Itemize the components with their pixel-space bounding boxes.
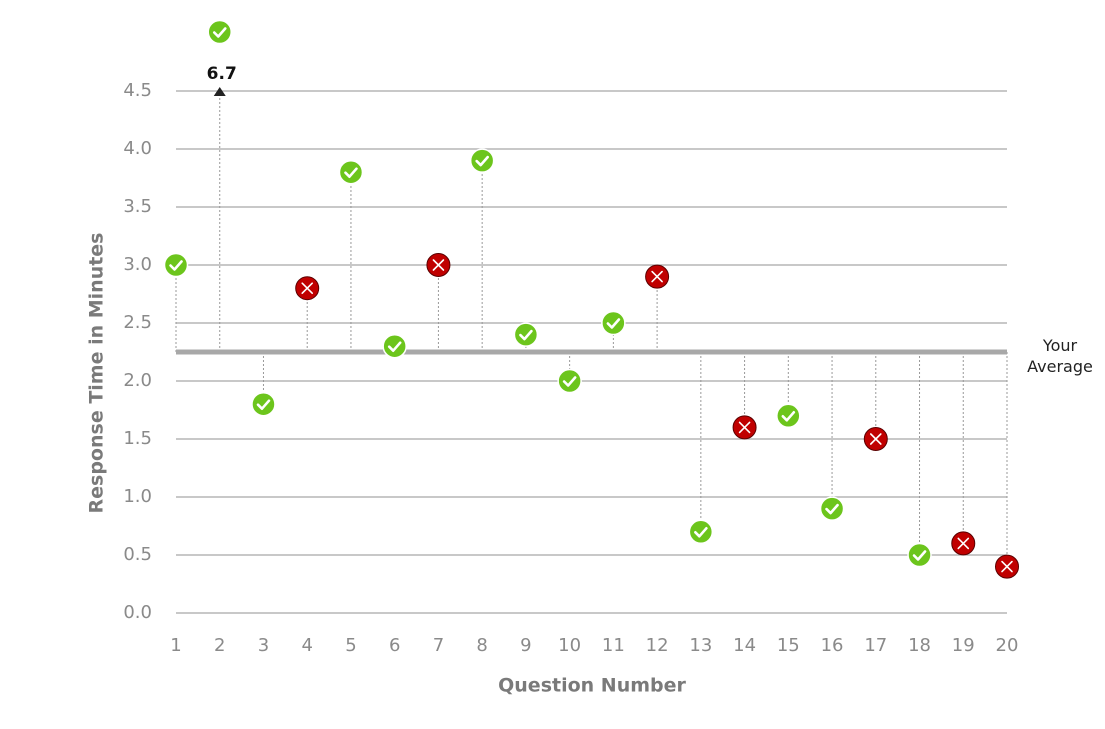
check-icon bbox=[344, 167, 358, 178]
correct-marker bbox=[163, 252, 189, 278]
check-icon bbox=[212, 27, 227, 38]
x-tick-label: 4 bbox=[301, 635, 312, 656]
marker-circle bbox=[601, 310, 626, 336]
correct-marker bbox=[207, 19, 232, 45]
incorrect-marker bbox=[732, 415, 757, 440]
correct-marker bbox=[469, 148, 495, 173]
x-tick-label: 1 bbox=[170, 635, 181, 656]
x-tick-label: 5 bbox=[345, 635, 356, 656]
cross-icon bbox=[301, 282, 314, 295]
cross-icon bbox=[869, 433, 882, 445]
x-tick-label: 8 bbox=[476, 635, 487, 656]
marker-circle bbox=[469, 148, 495, 173]
x-tick-label: 7 bbox=[433, 635, 444, 656]
x-tick-label: 16 bbox=[821, 635, 844, 656]
incorrect-marker bbox=[426, 253, 451, 277]
x-tick-label: 12 bbox=[646, 635, 669, 656]
x-tick-label: 10 bbox=[558, 635, 581, 656]
marker-circle bbox=[163, 252, 189, 278]
check-icon bbox=[519, 329, 533, 341]
x-tick-label: 3 bbox=[258, 635, 269, 656]
y-tick-label: 4.0 bbox=[123, 138, 152, 159]
correct-marker bbox=[251, 391, 276, 417]
marker-circle bbox=[251, 391, 276, 417]
marker-circle bbox=[776, 403, 801, 429]
cross-icon bbox=[651, 270, 663, 283]
check-icon bbox=[387, 341, 402, 353]
check-icon bbox=[694, 526, 708, 538]
y-tick-label: 2.0 bbox=[123, 370, 152, 391]
check-icon bbox=[781, 410, 796, 422]
x-tick-label: 9 bbox=[520, 635, 531, 656]
check-icon bbox=[475, 155, 489, 167]
marker-circle bbox=[819, 496, 845, 521]
x-tick-label: 18 bbox=[908, 635, 931, 656]
x-tick-label: 15 bbox=[777, 635, 800, 656]
marker-circle bbox=[382, 333, 407, 359]
x-tick-label: 6 bbox=[389, 635, 400, 656]
correct-marker bbox=[338, 159, 364, 185]
cross-icon bbox=[957, 537, 970, 550]
x-tick-label: 13 bbox=[689, 635, 712, 656]
overflow-label: 6.7 bbox=[207, 64, 237, 84]
check-icon bbox=[256, 399, 271, 411]
check-icon bbox=[606, 318, 621, 329]
correct-marker bbox=[907, 542, 932, 568]
incorrect-marker bbox=[951, 531, 976, 556]
x-tick-label: 19 bbox=[952, 635, 975, 656]
correct-marker bbox=[601, 310, 626, 336]
cross-icon bbox=[432, 259, 445, 271]
check-icon bbox=[562, 376, 577, 387]
x-tick-label: 2 bbox=[214, 635, 225, 656]
marker-circle bbox=[207, 19, 232, 45]
incorrect-marker bbox=[863, 427, 888, 451]
x-axis-title: Question Number bbox=[498, 675, 686, 697]
correct-marker bbox=[513, 322, 539, 347]
correct-marker bbox=[819, 496, 845, 521]
marker-circle bbox=[688, 519, 714, 545]
correct-marker bbox=[776, 403, 801, 429]
check-icon bbox=[825, 503, 839, 515]
check-icon bbox=[912, 550, 927, 561]
y-tick-label: 1.0 bbox=[123, 486, 152, 507]
x-tick-label: 14 bbox=[733, 635, 756, 656]
y-tick-label: 0.5 bbox=[123, 544, 152, 565]
average-label: Your Average bbox=[1027, 336, 1093, 376]
y-tick-label: 3.5 bbox=[123, 196, 152, 217]
marker-circle bbox=[338, 159, 364, 185]
incorrect-marker bbox=[295, 276, 320, 301]
y-tick-label: 1.5 bbox=[123, 428, 152, 449]
marker-circle bbox=[907, 542, 932, 568]
check-icon bbox=[169, 260, 183, 271]
correct-marker bbox=[688, 519, 714, 545]
cross-icon bbox=[738, 421, 751, 434]
marker-circle bbox=[557, 368, 582, 394]
y-tick-label: 4.5 bbox=[123, 80, 152, 101]
cross-icon bbox=[1001, 560, 1013, 573]
y-tick-label: 0.0 bbox=[123, 602, 152, 623]
overflow-arrow bbox=[213, 87, 226, 96]
correct-marker bbox=[557, 368, 582, 394]
y-tick-label: 3.0 bbox=[123, 254, 152, 275]
marker-circle bbox=[513, 322, 539, 347]
x-tick-label: 11 bbox=[602, 635, 625, 656]
correct-marker bbox=[382, 333, 407, 359]
y-axis-title: Response Time in Minutes bbox=[86, 233, 108, 514]
incorrect-marker bbox=[995, 554, 1019, 579]
x-tick-label: 20 bbox=[996, 635, 1019, 656]
incorrect-marker bbox=[645, 264, 670, 289]
x-tick-label: 17 bbox=[864, 635, 887, 656]
y-tick-label: 2.5 bbox=[123, 312, 152, 333]
